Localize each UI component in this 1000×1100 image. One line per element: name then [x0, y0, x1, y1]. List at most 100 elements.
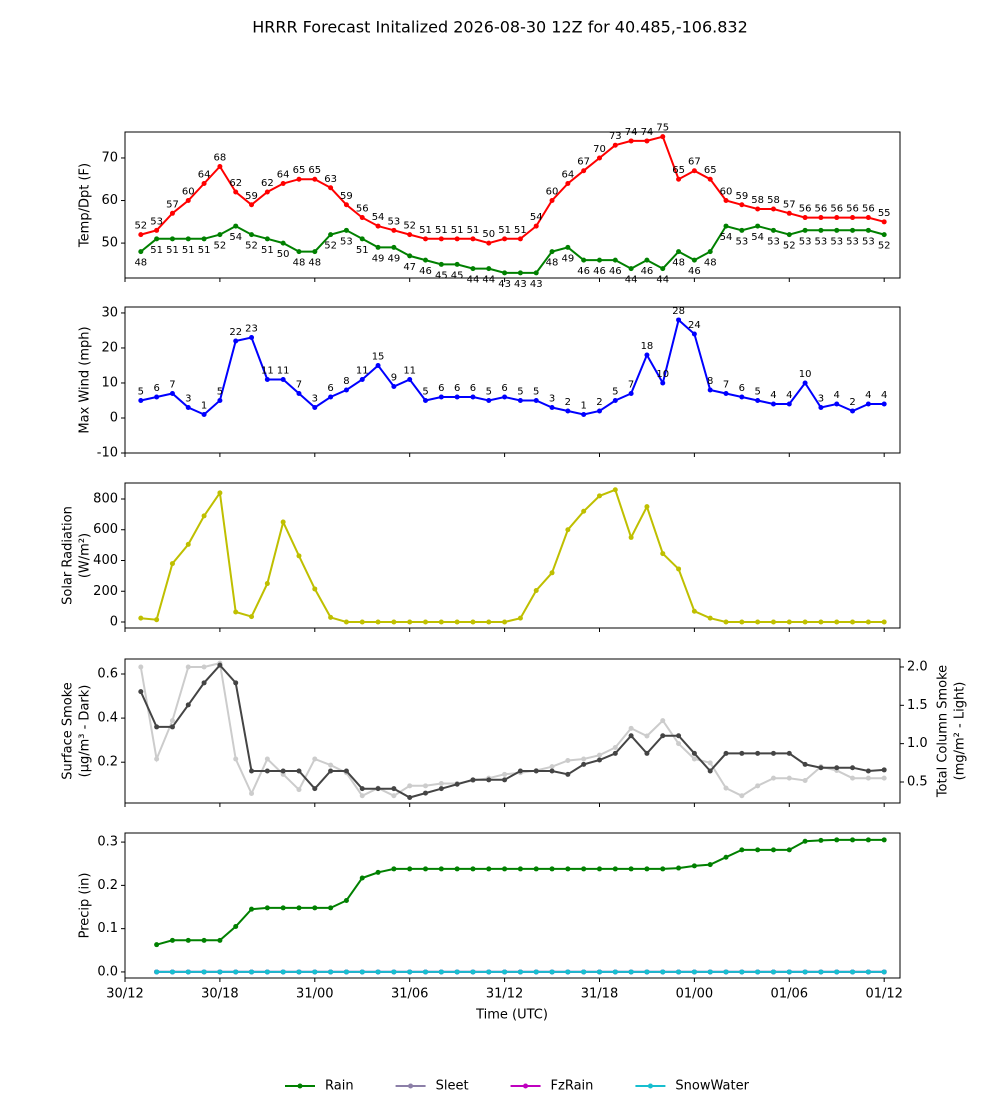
data-point [407, 232, 413, 238]
data-point [391, 786, 397, 792]
data-point [423, 619, 429, 625]
data-point [676, 733, 682, 739]
data-point [644, 257, 650, 263]
data-label: 54 [530, 212, 543, 223]
series-line [140, 135, 885, 245]
y-axis-label: Max Wind (mph) [78, 326, 93, 433]
data-point [565, 969, 571, 975]
data-point [407, 794, 413, 800]
data-label: 44 [467, 275, 480, 286]
data-point [581, 508, 587, 514]
data-label: 44 [656, 275, 669, 286]
data-label: 45 [451, 270, 464, 281]
data-point [612, 744, 618, 750]
data-point [185, 702, 191, 708]
data-point [312, 176, 318, 182]
data-point [138, 397, 144, 403]
y-axis-label: Temp/Dpt (F) [78, 163, 93, 248]
data-label: 5 [612, 386, 618, 397]
y2-tick-label: 1.0 [907, 736, 928, 751]
data-label: 22 [229, 327, 242, 338]
data-label: 4 [865, 390, 871, 401]
x-tick-label: 01/06 [771, 987, 808, 1002]
data-label: 52 [134, 221, 147, 232]
data-point [834, 765, 840, 771]
data-label: 65 [704, 165, 717, 176]
data-label: 2 [849, 397, 855, 408]
data-point [375, 223, 381, 229]
data-point [343, 387, 349, 393]
data-point [628, 534, 634, 540]
legend-marker [523, 1083, 529, 1089]
data-point [691, 756, 697, 762]
data-point [185, 664, 191, 670]
data-label: 53 [815, 236, 828, 247]
data-point [407, 619, 413, 625]
x-axis-label: Time (UTC) [475, 1008, 548, 1023]
data-label: 7 [628, 379, 634, 390]
data-point [296, 768, 302, 774]
data-point [280, 376, 286, 382]
data-point [581, 761, 587, 767]
x-tick-label: 01/00 [676, 987, 713, 1002]
data-label: 43 [514, 279, 527, 290]
data-point [739, 969, 745, 975]
data-point [707, 176, 713, 182]
data-point [549, 198, 555, 204]
data-point [359, 376, 365, 382]
data-point [470, 394, 476, 400]
data-point [312, 249, 318, 255]
data-label: 50 [277, 249, 290, 260]
data-point [881, 619, 887, 625]
data-point [739, 793, 745, 799]
data-point [676, 566, 682, 572]
data-point [185, 236, 191, 242]
data-point [343, 227, 349, 233]
data-point [486, 619, 492, 625]
data-point [185, 198, 191, 204]
legend-marker [297, 1083, 303, 1089]
data-label: 4 [786, 390, 792, 401]
data-label: 58 [767, 195, 780, 206]
data-label: 43 [530, 279, 543, 290]
data-point [612, 257, 618, 263]
data-point [328, 969, 334, 975]
data-point [217, 397, 223, 403]
y-tick-label: 50 [101, 236, 118, 251]
data-point [423, 257, 429, 263]
data-point [407, 376, 413, 382]
data-point [169, 724, 175, 730]
data-point [328, 232, 334, 238]
data-point [154, 969, 160, 975]
data-point [154, 724, 160, 730]
data-point [201, 513, 207, 519]
data-point [865, 775, 871, 781]
data-label: 60 [546, 187, 559, 198]
data-label: 9 [391, 372, 397, 383]
data-point [786, 847, 792, 853]
data-point [517, 615, 523, 621]
data-point [786, 775, 792, 781]
data-label: 3 [818, 393, 824, 404]
data-point [359, 236, 365, 242]
data-point [407, 253, 413, 259]
data-label: 51 [419, 225, 432, 236]
data-point [217, 163, 223, 169]
data-point [169, 561, 175, 567]
data-point [565, 244, 571, 250]
data-point [328, 768, 334, 774]
data-point [391, 383, 397, 389]
data-label: 5 [754, 386, 760, 397]
data-point [755, 397, 761, 403]
data-point [154, 617, 160, 623]
data-label: 67 [577, 157, 590, 168]
data-point [644, 733, 650, 739]
y-tick-label: 10 [101, 375, 118, 390]
data-point [628, 733, 634, 739]
data-point [881, 969, 887, 975]
data-label: 6 [470, 383, 476, 394]
data-point [502, 866, 508, 872]
x-tick-label: 30/18 [201, 987, 238, 1002]
data-point [454, 866, 460, 872]
data-label: 53 [830, 236, 843, 247]
